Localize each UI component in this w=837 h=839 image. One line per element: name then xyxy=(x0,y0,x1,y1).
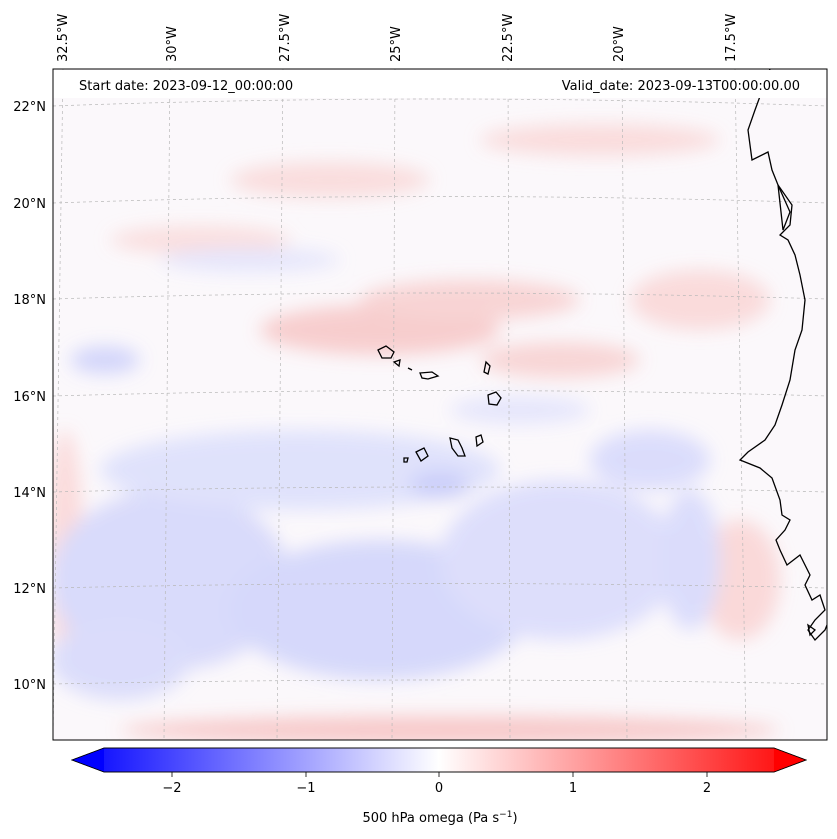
lon-label: 22.5°W xyxy=(501,14,516,62)
start-date-label: Start date: 2023-09-12_00:00:00 xyxy=(79,79,293,94)
colorbar-tick-label: −1 xyxy=(296,781,315,796)
island-brava xyxy=(403,457,409,463)
latitude-labels: 22°N 20°N 18°N 16°N 14°N 12°N 10°N xyxy=(13,100,46,693)
colorbar-title-close: ) xyxy=(512,811,517,826)
colorbar: −2 −1 0 1 2 500 hPa omega (Pa s−1) xyxy=(70,747,808,826)
colorbar-high-extend xyxy=(774,748,806,772)
lat-label: 22°N xyxy=(13,100,46,115)
colorbar-title-main: 500 hPa omega (Pa s xyxy=(362,811,499,826)
lat-label: 14°N xyxy=(13,486,46,501)
header-band xyxy=(53,70,827,98)
island-santa-luzia xyxy=(407,367,413,371)
graticule xyxy=(53,69,827,740)
island-santo-antao xyxy=(377,345,395,359)
island-santiago xyxy=(449,437,466,457)
colorbar-bar xyxy=(70,747,808,773)
island-boa-vista xyxy=(487,391,502,406)
colorbar-title: 500 hPa omega (Pa s−1) xyxy=(362,810,517,826)
lon-label: 20°W xyxy=(612,26,627,62)
colorbar-low-extend xyxy=(72,748,104,772)
lon-label: 27.5°W xyxy=(278,14,293,62)
lat-label: 16°N xyxy=(13,390,46,405)
island-maio xyxy=(475,434,484,448)
lon-label: 25°W xyxy=(389,26,404,62)
longitude-labels: 32.5°W 30°W 27.5°W 25°W 22.5°W 20°W 17.5… xyxy=(56,14,739,62)
west-africa-coastline xyxy=(738,69,827,642)
valid-date-label: Valid_date: 2023-09-13T00:00:00.00 xyxy=(562,79,800,94)
colorbar-tick-label: 1 xyxy=(569,781,577,796)
omega-field xyxy=(53,124,780,740)
map-panel: Start date: 2023-09-12_00:00:00 Valid_da… xyxy=(52,68,828,741)
colorbar-outline xyxy=(70,747,808,773)
lon-label: 32.5°W xyxy=(56,14,71,62)
colorbar-title-exp: −1 xyxy=(499,810,512,820)
lat-label: 20°N xyxy=(13,197,46,212)
island-sao-vicente xyxy=(392,359,401,368)
colorbar-tick-label: 0 xyxy=(435,781,443,796)
bissagos-islands xyxy=(807,623,817,637)
island-sal xyxy=(483,360,491,375)
lat-label: 12°N xyxy=(13,582,46,597)
colorbar-ticks xyxy=(171,772,708,777)
lat-label: 18°N xyxy=(13,293,46,308)
lon-label: 17.5°W xyxy=(724,14,739,62)
island-fogo xyxy=(415,447,429,462)
map-frame xyxy=(52,68,828,741)
colorbar-tick-label: −2 xyxy=(162,781,181,796)
cape-verde-islands xyxy=(377,345,502,463)
island-sao-nicolau xyxy=(419,371,440,380)
lat-label: 10°N xyxy=(13,678,46,693)
coastline xyxy=(738,69,827,642)
cap-blanc-outline xyxy=(777,184,791,231)
colorbar-tick-label: 2 xyxy=(703,781,711,796)
lon-label: 30°W xyxy=(165,26,180,62)
